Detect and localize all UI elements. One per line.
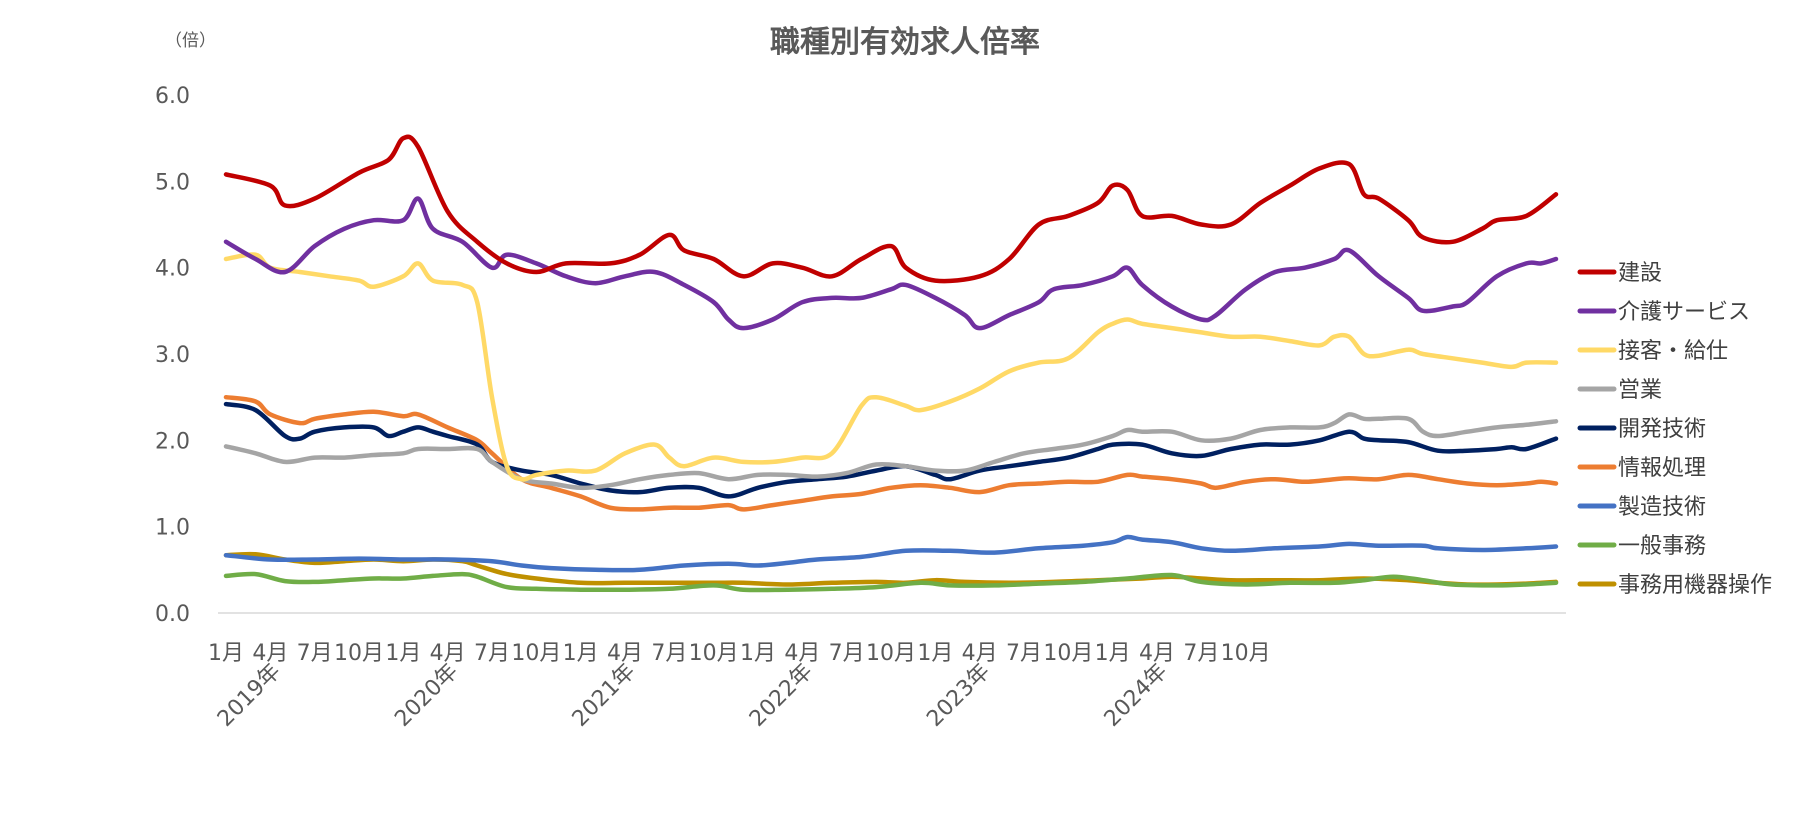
series-line <box>223 394 1559 512</box>
legend-label: 事務用機器操作 <box>1618 573 1772 598</box>
series-line <box>223 534 1559 573</box>
x-tick-label: 10月 <box>334 641 384 666</box>
legend-label: 接客・給仕 <box>1618 339 1728 364</box>
legend-label: 一般事務 <box>1618 534 1706 559</box>
x-tick-label: 1月 <box>208 641 244 666</box>
y-tick-label: 1.0 <box>155 516 190 541</box>
x-tick-label: 7月 <box>829 641 865 666</box>
series-line <box>223 196 1559 331</box>
y-tick-label: 3.0 <box>155 343 190 368</box>
x-tick-label: 4月 <box>962 641 998 666</box>
legend-label: 情報処理 <box>1618 456 1706 481</box>
x-year-label: 2024年 <box>1100 659 1173 732</box>
x-tick-label: 7月 <box>297 641 333 666</box>
x-tick-label: 10月 <box>511 641 561 666</box>
legend-label: 介護サービス <box>1618 300 1750 325</box>
x-tick-label: 7月 <box>651 641 687 666</box>
x-tick-label: 4月 <box>430 641 466 666</box>
x-year-label: 2023年 <box>922 659 995 732</box>
x-tick-label: 1月 <box>917 641 953 666</box>
series-line <box>223 134 1559 284</box>
x-tick-label: 1月 <box>563 641 599 666</box>
y-tick-label: 4.0 <box>155 257 190 282</box>
y-tick-label: 2.0 <box>155 429 190 454</box>
legend-label: 建設 <box>1618 261 1662 286</box>
x-tick-label: 1月 <box>1095 641 1131 666</box>
legend-label: 開発技術 <box>1618 417 1706 442</box>
series-lines <box>223 134 1559 593</box>
y-tick-label: 6.0 <box>155 84 190 109</box>
series-line <box>223 571 1559 593</box>
x-tick-label: 7月 <box>474 641 510 666</box>
x-tick-label: 7月 <box>1183 641 1219 666</box>
x-tick-label: 10月 <box>866 641 916 666</box>
series-line <box>223 401 1559 499</box>
x-year-label: 2019年 <box>213 659 286 732</box>
legend-label: 営業 <box>1618 378 1662 403</box>
x-year-label: 2020年 <box>390 659 463 732</box>
series-line <box>223 412 1559 491</box>
legend-label: 製造技術 <box>1618 495 1706 520</box>
x-tick-label: 4月 <box>607 641 643 666</box>
y-tick-label: 5.0 <box>155 170 190 195</box>
y-axis: 0.0 1.0 2.0 3.0 4.0 5.0 6.0 <box>155 84 190 627</box>
chart-title: 職種別有効求人倍率 <box>770 25 1040 60</box>
x-year-label: 2021年 <box>568 659 641 732</box>
x-tick-label: 4月 <box>784 641 820 666</box>
x-tick-label: 4月 <box>1139 641 1175 666</box>
series-line <box>223 252 1559 482</box>
x-tick-label: 4月 <box>252 641 288 666</box>
x-tick-label: 7月 <box>1006 641 1042 666</box>
x-tick-label: 1月 <box>740 641 776 666</box>
x-tick-label: 10月 <box>689 641 739 666</box>
x-tick-label: 10月 <box>1221 641 1271 666</box>
x-tick-label: 1月 <box>385 641 421 666</box>
x-year-label: 2022年 <box>745 659 818 732</box>
y-tick-label: 0.0 <box>155 602 190 627</box>
y-axis-unit-label: （倍） <box>165 31 216 51</box>
x-tick-label: 10月 <box>1043 641 1093 666</box>
x-axis: 1月 4月 7月 10月 1月 4月 7月 10月 1月 4月 7月 10月 1月 4月 7月 10月 1月 4月… <box>208 612 1566 732</box>
